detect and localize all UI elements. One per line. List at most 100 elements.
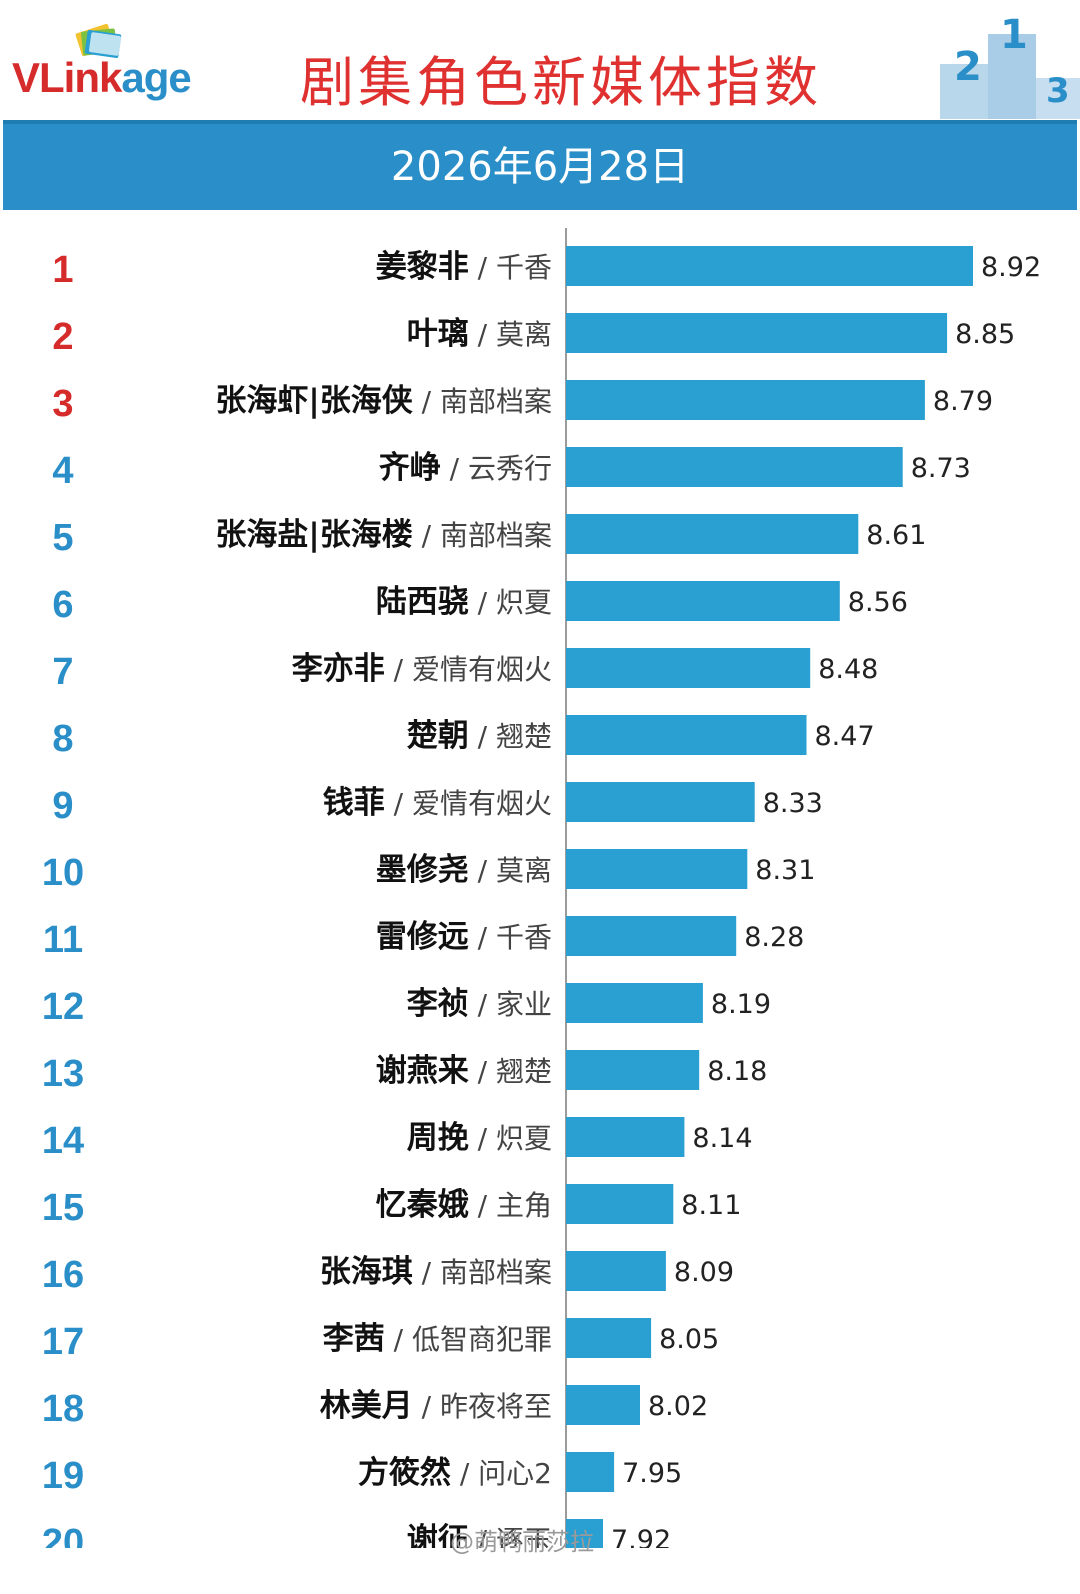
svg-text:2: 2	[954, 44, 982, 90]
bar	[566, 1318, 652, 1358]
drama-name: 主角	[496, 1189, 552, 1222]
drama-name: 翘楚	[496, 1055, 552, 1088]
value-label: 8.05	[659, 1324, 719, 1355]
category-label: 楚朝 / 翘楚	[407, 718, 552, 754]
drama-name: 莫离	[496, 318, 552, 351]
drama-name: 千香	[496, 251, 552, 284]
value-label: 8.85	[955, 319, 1015, 350]
page-title: 剧集角色新媒体指数	[300, 51, 822, 114]
bar	[566, 1519, 603, 1548]
character-name: 姜黎非	[376, 249, 469, 285]
character-name: 雷修远	[376, 919, 469, 955]
separator: /	[385, 1323, 412, 1356]
date-banner: 2026年6月28日	[3, 120, 1077, 210]
bar	[566, 916, 737, 956]
character-name: 周挽	[407, 1120, 469, 1156]
separator: /	[469, 854, 496, 887]
rank-number: 18	[42, 1388, 84, 1430]
rank-number: 6	[52, 584, 73, 626]
drama-name: 莫离	[496, 854, 552, 887]
character-name: 楚朝	[407, 718, 469, 754]
separator: /	[469, 586, 496, 619]
separator: /	[413, 1256, 440, 1289]
rank-number: 16	[42, 1254, 84, 1296]
chart-row: 18 林美月 / 昨夜将至 8.02	[42, 1385, 708, 1430]
chart-row: 4 齐峥 / 云秀行 8.73	[52, 447, 971, 492]
character-name: 林美月	[320, 1388, 413, 1424]
chart-row: 17 李茜 / 低智商犯罪 8.05	[42, 1318, 719, 1363]
separator: /	[413, 519, 440, 552]
rank-number: 14	[42, 1120, 84, 1162]
chart-row: 12 李祯 / 家业 8.19	[42, 983, 771, 1028]
svg-text:1: 1	[1000, 14, 1028, 58]
chart-row: 6 陆西骁 / 炽夏 8.56	[52, 581, 908, 626]
rank-number: 19	[42, 1455, 84, 1497]
header: VLinkage 剧集角色新媒体指数 2 1 3	[0, 0, 1080, 120]
chart-row: 16 张海琪 / 南部档案 8.09	[42, 1251, 734, 1296]
rank-number: 17	[42, 1321, 84, 1363]
value-label: 8.11	[681, 1190, 741, 1221]
value-label: 7.95	[622, 1458, 682, 1489]
value-label: 8.19	[711, 989, 771, 1020]
value-label: 8.09	[674, 1257, 734, 1288]
character-name: 忆秦娥	[376, 1187, 469, 1223]
drama-name: 炽夏	[496, 1122, 552, 1155]
separator: /	[469, 318, 496, 351]
category-label: 忆秦娥 / 主角	[376, 1187, 552, 1223]
bar	[566, 246, 973, 286]
date-label: 2026年6月28日	[390, 144, 690, 190]
category-label: 李亦非 / 爱情有烟火	[292, 651, 552, 687]
character-name: 墨修尧	[376, 852, 469, 888]
value-label: 8.61	[866, 520, 926, 551]
character-name: 张海虾|张海侠	[215, 383, 413, 419]
category-label: 钱菲 / 爱情有烟火	[323, 785, 552, 821]
rank-number: 3	[52, 383, 73, 425]
character-name: 谢征	[407, 1522, 469, 1548]
bar	[566, 1452, 615, 1492]
chart-row: 3 张海虾|张海侠 / 南部档案 8.79	[52, 380, 993, 425]
character-name: 陆西骁	[376, 584, 469, 620]
character-name: 谢燕来	[376, 1053, 469, 1089]
bar	[566, 1251, 666, 1291]
podium-icon: 2 1 3	[940, 14, 1080, 119]
chart-row: 9 钱菲 / 爱情有烟火 8.33	[52, 782, 823, 827]
chart-row: 11 雷修远 / 千香 8.28	[43, 916, 804, 961]
separator: /	[413, 385, 440, 418]
value-label: 8.33	[763, 788, 823, 819]
logo-wordmark: VLinkage	[12, 54, 192, 101]
drama-name: 炽夏	[496, 586, 552, 619]
separator: /	[469, 1524, 496, 1548]
category-label: 张海琪 / 南部档案	[320, 1254, 552, 1290]
separator: /	[441, 452, 468, 485]
separator: /	[469, 1189, 496, 1222]
rank-number: 7	[52, 651, 73, 693]
rank-number: 9	[52, 785, 73, 827]
bar	[566, 447, 903, 487]
character-name: 李茜	[323, 1321, 385, 1357]
drama-name: 问心2	[478, 1457, 552, 1490]
value-label: 8.47	[815, 721, 875, 752]
category-label: 墨修尧 / 莫离	[376, 852, 552, 888]
drama-name: 南部档案	[440, 1256, 552, 1289]
value-label: 7.92	[611, 1525, 671, 1548]
bar	[566, 782, 755, 822]
category-label: 林美月 / 昨夜将至	[320, 1388, 552, 1424]
bar	[566, 849, 748, 889]
separator: /	[469, 988, 496, 1021]
drama-name: 家业	[496, 988, 552, 1021]
rank-number: 2	[52, 316, 73, 358]
character-name: 张海琪	[320, 1254, 413, 1290]
bar	[566, 1117, 685, 1157]
bar	[566, 1050, 700, 1090]
bar	[566, 380, 925, 420]
bar	[566, 514, 859, 554]
rank-number: 20	[42, 1522, 84, 1548]
character-name: 李祯	[407, 986, 469, 1022]
chart-row: 8 楚朝 / 翘楚 8.47	[52, 715, 875, 760]
category-label: 叶璃 / 莫离	[407, 316, 552, 352]
drama-name: 云秀行	[468, 452, 552, 485]
chart-row: 19 方筱然 / 问心2 7.95	[42, 1452, 682, 1497]
drama-name: 逐玉	[496, 1524, 552, 1548]
bar	[566, 983, 703, 1023]
rank-number: 13	[42, 1053, 84, 1095]
